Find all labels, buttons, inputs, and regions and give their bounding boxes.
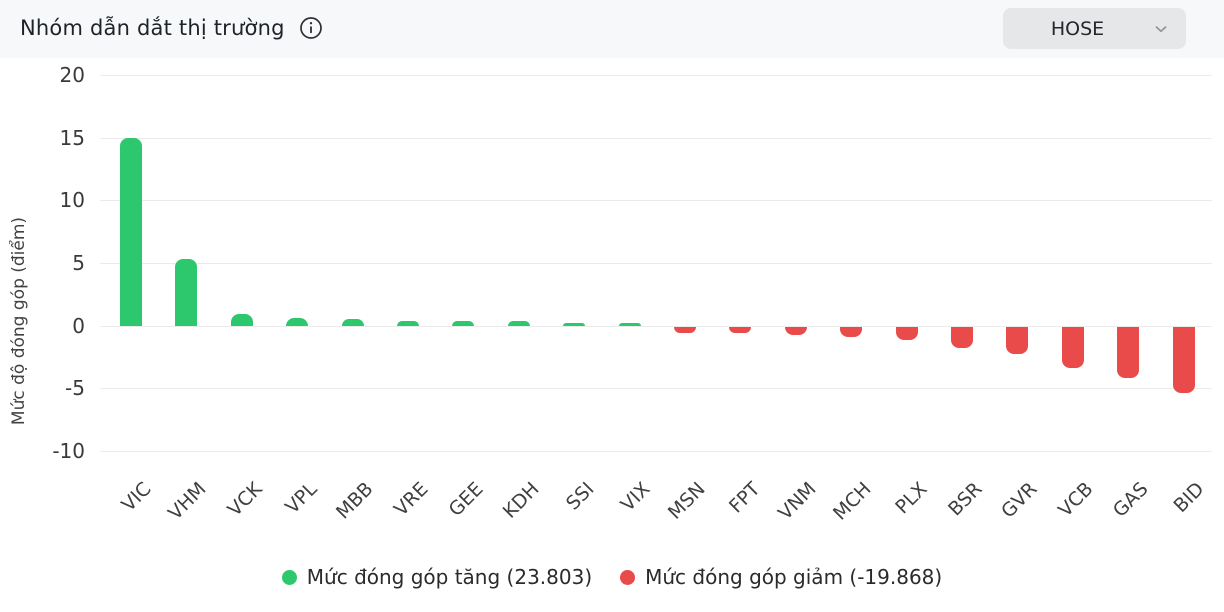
chart-legend: Mức đóng góp tăng (23.803) Mức đóng góp … — [0, 562, 1224, 592]
x-axis-label: KDH — [498, 478, 544, 523]
exchange-select-value: HOSE — [1050, 17, 1105, 40]
x-axis-label: VHM — [164, 478, 211, 525]
gridline — [100, 200, 1212, 202]
y-axis-tick: 10 — [59, 188, 85, 213]
bar-VIC[interactable] — [120, 137, 142, 326]
y-axis-tick: 5 — [72, 251, 85, 276]
bar-MCH[interactable] — [840, 326, 863, 338]
y-axis-tick: -10 — [52, 439, 85, 464]
gridline — [100, 263, 1212, 265]
x-axis-label: MBB — [331, 478, 378, 524]
y-axis-tick: 15 — [59, 125, 85, 150]
legend-dot-decrease — [620, 569, 636, 585]
bar-PLX[interactable] — [895, 326, 918, 341]
bar-VIX[interactable] — [618, 323, 641, 326]
gridline — [100, 388, 1212, 390]
x-axis-label: VNM — [773, 478, 821, 525]
legend-label-decrease: Mức đóng góp giảm (-19.868) — [645, 565, 943, 589]
bar-VNM[interactable] — [784, 326, 807, 335]
x-axis-label: VIX — [616, 478, 655, 516]
x-axis-label: BSR — [944, 478, 987, 521]
bar-VCB[interactable] — [1061, 326, 1084, 369]
x-axis-label: BID — [1169, 478, 1209, 518]
gridline — [100, 137, 1212, 139]
x-axis-label: MCH — [829, 478, 876, 525]
x-axis-label: VIC — [117, 478, 156, 517]
x-axis-label: SSI — [562, 478, 599, 515]
x-axis-label: VCB — [1053, 478, 1098, 522]
bar-VHM[interactable] — [175, 259, 198, 326]
legend-dot-increase — [281, 569, 297, 585]
card-header-left: Nhóm dẫn dắt thị trường — [20, 8, 323, 48]
x-axis-label: FPT — [725, 478, 765, 518]
bar-SSI[interactable] — [563, 322, 586, 326]
bar-KDH[interactable] — [507, 320, 530, 326]
gridline — [100, 325, 1212, 327]
x-axis-label: GAS — [1109, 478, 1153, 522]
bar-GAS[interactable] — [1117, 326, 1140, 379]
chevron-down-icon — [1152, 20, 1170, 38]
bar-GEE[interactable] — [452, 320, 475, 326]
gridline — [100, 451, 1212, 453]
bar-VPL[interactable] — [286, 318, 309, 326]
bar-BID[interactable] — [1172, 326, 1195, 394]
x-axis-label: VPL — [281, 478, 322, 519]
bar-FPT[interactable] — [729, 326, 752, 333]
x-axis-label: VRE — [389, 478, 433, 521]
y-axis-tick: 0 — [72, 313, 85, 338]
y-axis-tick: 20 — [59, 63, 85, 88]
info-icon[interactable] — [299, 16, 323, 40]
x-axis-label: GEE — [445, 478, 488, 521]
card-header: Nhóm dẫn dắt thị trường HOSE — [0, 0, 1224, 58]
x-axis-label: VCK — [223, 478, 267, 521]
bar-BSR[interactable] — [951, 326, 973, 348]
card-title: Nhóm dẫn dắt thị trường — [20, 16, 285, 40]
bar-GVR[interactable] — [1006, 326, 1029, 355]
exchange-select[interactable]: HOSE — [1003, 8, 1186, 49]
bar-VRE[interactable] — [397, 320, 419, 326]
y-axis-tick: -5 — [65, 376, 85, 401]
x-axis-label: PLX — [890, 478, 932, 519]
legend-label-increase: Mức đóng góp tăng (23.803) — [306, 565, 593, 589]
x-axis-label: MSN — [663, 478, 710, 524]
gridline — [100, 75, 1212, 77]
bar-chart: Mức độ đóng góp (điểm) 20 15 10 5 0 -5 -10 VIC V… — [0, 58, 1224, 612]
y-axis-title: Mức độ đóng góp (điểm) — [9, 216, 29, 426]
x-axis-label: GVR — [997, 478, 1042, 523]
legend-item-increase[interactable]: Mức đóng góp tăng (23.803) — [281, 565, 593, 589]
bar-VCK[interactable] — [230, 313, 253, 326]
bar-MBB[interactable] — [341, 319, 364, 326]
bar-MSN[interactable] — [674, 326, 696, 333]
legend-item-decrease[interactable]: Mức đóng góp giảm (-19.868) — [620, 565, 942, 589]
